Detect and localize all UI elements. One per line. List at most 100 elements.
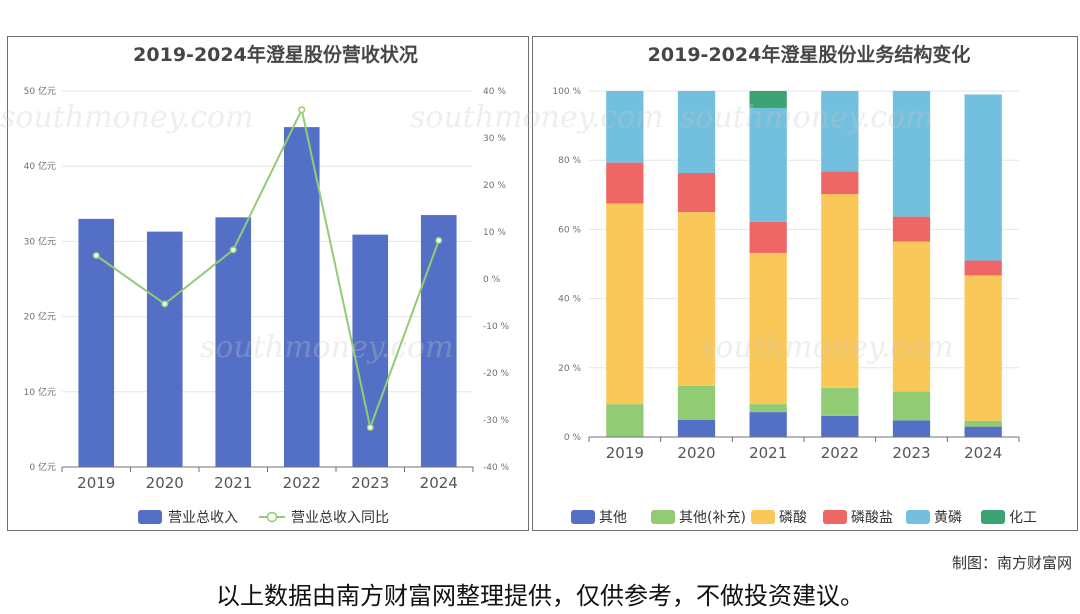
y-tick-label-left: 50 亿元 xyxy=(24,85,56,97)
stack-segment xyxy=(749,221,787,253)
x-tick-label: 2021 xyxy=(749,444,787,462)
legend-swatch-yoy-dot xyxy=(266,511,278,523)
business-structure-chart-panel: 2019-2024年澄星股份业务结构变化 0 % 20 % 40 % 60 % 80 % 1… xyxy=(532,36,1078,531)
stack-segment xyxy=(964,275,1002,421)
x-tick-label: 2022 xyxy=(283,474,321,492)
y-tick-label-right: -20 % xyxy=(483,369,510,379)
legend-swatch xyxy=(906,510,930,524)
revenue-chart: 2019-2024年澄星股份营收状况 0 亿元 10 亿元 20 亿元 30 亿元 40 … xyxy=(24,43,510,526)
chart-credit: 制图：南方财富网 xyxy=(951,554,1072,572)
stack-segment xyxy=(821,415,859,437)
stack-segment xyxy=(749,252,787,405)
stack-segment xyxy=(749,91,787,108)
x-tick-label: 2020 xyxy=(146,474,184,492)
stack-segment xyxy=(892,91,931,217)
stack-segment xyxy=(892,241,931,392)
yoy-point xyxy=(92,251,100,260)
x-tick-label: 2024 xyxy=(964,444,1002,462)
legend-swatch xyxy=(823,510,847,524)
y-tick-label: 0 % xyxy=(564,433,582,443)
stack-segment xyxy=(606,404,644,437)
stack-segment xyxy=(677,385,716,420)
legend-label: 磷酸盐 xyxy=(851,510,893,526)
legend-swatch xyxy=(571,510,595,524)
stack-segment xyxy=(677,173,716,213)
y-tick-label: 80 % xyxy=(558,156,581,166)
yoy-point xyxy=(161,300,169,308)
revenue-bar xyxy=(283,127,320,467)
revenue-bar xyxy=(420,215,457,467)
x-tick-label: 2019 xyxy=(77,474,115,492)
y-tick-label: 20 % xyxy=(558,364,581,374)
x-tick-label: 2023 xyxy=(351,474,389,492)
stack-segment xyxy=(964,260,1002,276)
legend-swatch-revenue xyxy=(138,510,162,524)
y-tick-label-right: 20 % xyxy=(483,181,506,191)
legend-label-revenue: 营业总收入 xyxy=(168,510,238,526)
x-tick-label: 2024 xyxy=(420,474,458,492)
stack-segment xyxy=(892,391,931,421)
disclaimer-text: 以上数据由南方财富网整理提供，仅供参考，不做投资建议。 xyxy=(216,582,864,610)
revenue-chart-panel: 2019-2024年澄星股份营收状况 0 亿元 10 亿元 20 亿元 30 亿元 40 … xyxy=(7,36,529,531)
y-tick-label-right: 0 % xyxy=(483,275,501,285)
y-tick-label-left: 0 亿元 xyxy=(29,461,56,473)
stack-segment xyxy=(892,216,931,242)
yoy-point xyxy=(229,246,237,254)
y-tick-label-right: -10 % xyxy=(483,322,510,332)
business-structure-chart: 2019-2024年澄星股份业务结构变化 0 % 20 % 40 % 60 % 80 % 1… xyxy=(552,43,1037,526)
y-tick-label-right: 40 % xyxy=(483,87,506,97)
x-tick-label: 2022 xyxy=(821,444,859,462)
y-tick-label: 60 % xyxy=(558,225,581,235)
stack-segment xyxy=(892,420,931,437)
stack-segment xyxy=(749,412,787,437)
stack-segment xyxy=(677,91,716,174)
legend-label: 化工 xyxy=(1009,510,1037,526)
y-tick-label-left: 20 亿元 xyxy=(24,311,56,323)
stack-segment xyxy=(964,420,1002,427)
y-tick-label-left: 30 亿元 xyxy=(24,235,56,247)
x-tick-label: 2020 xyxy=(677,444,715,462)
y-tick-label-right: -30 % xyxy=(483,416,510,426)
legend-label-yoy: 营业总收入同比 xyxy=(291,510,389,526)
yoy-line xyxy=(95,106,440,432)
stack-segment xyxy=(964,426,1002,437)
stack-segment xyxy=(821,194,859,388)
stack-segment xyxy=(606,162,644,204)
legend-label: 磷酸 xyxy=(779,510,807,526)
y-tick-label-right: 30 % xyxy=(483,134,506,144)
legend-label: 其他(补充) xyxy=(679,510,746,526)
y-tick-label-right: -40 % xyxy=(483,463,510,473)
x-tick-label: 2019 xyxy=(606,444,644,462)
revenue-bar xyxy=(352,234,389,467)
x-tick-label: 2023 xyxy=(892,444,930,462)
yoy-point xyxy=(435,236,443,245)
legend-label: 黄磷 xyxy=(934,509,962,526)
y-tick-label-left: 40 亿元 xyxy=(24,160,56,172)
legend-swatch xyxy=(981,510,1005,524)
revenue-bar xyxy=(215,217,252,467)
legend-label: 其他 xyxy=(599,510,627,526)
yoy-point xyxy=(298,106,306,114)
yoy-point xyxy=(366,423,374,432)
y-tick-label-right: 10 % xyxy=(483,228,506,238)
y-tick-label: 40 % xyxy=(558,295,581,305)
stack-segment xyxy=(821,171,859,195)
stack-segment xyxy=(606,91,644,163)
stack-segment xyxy=(677,212,716,386)
stack-segment xyxy=(606,203,644,405)
stack-segment xyxy=(677,419,716,437)
revenue-bar xyxy=(146,231,183,467)
chart-title: 2019-2024年澄星股份业务结构变化 xyxy=(648,43,971,66)
stack-segment xyxy=(749,107,787,222)
y-tick-label-left: 10 亿元 xyxy=(24,386,56,398)
legend-swatch xyxy=(651,510,675,524)
chart-title: 2019-2024年澄星股份营收状况 xyxy=(133,43,418,66)
x-tick-label: 2021 xyxy=(214,474,252,492)
legend-swatch xyxy=(751,510,775,524)
y-tick-label: 100 % xyxy=(552,87,581,97)
stack-segment xyxy=(749,404,787,413)
stack-segment xyxy=(821,387,859,416)
stack-segment xyxy=(964,94,1002,261)
stack-segment xyxy=(821,91,859,172)
revenue-bar xyxy=(78,218,115,467)
